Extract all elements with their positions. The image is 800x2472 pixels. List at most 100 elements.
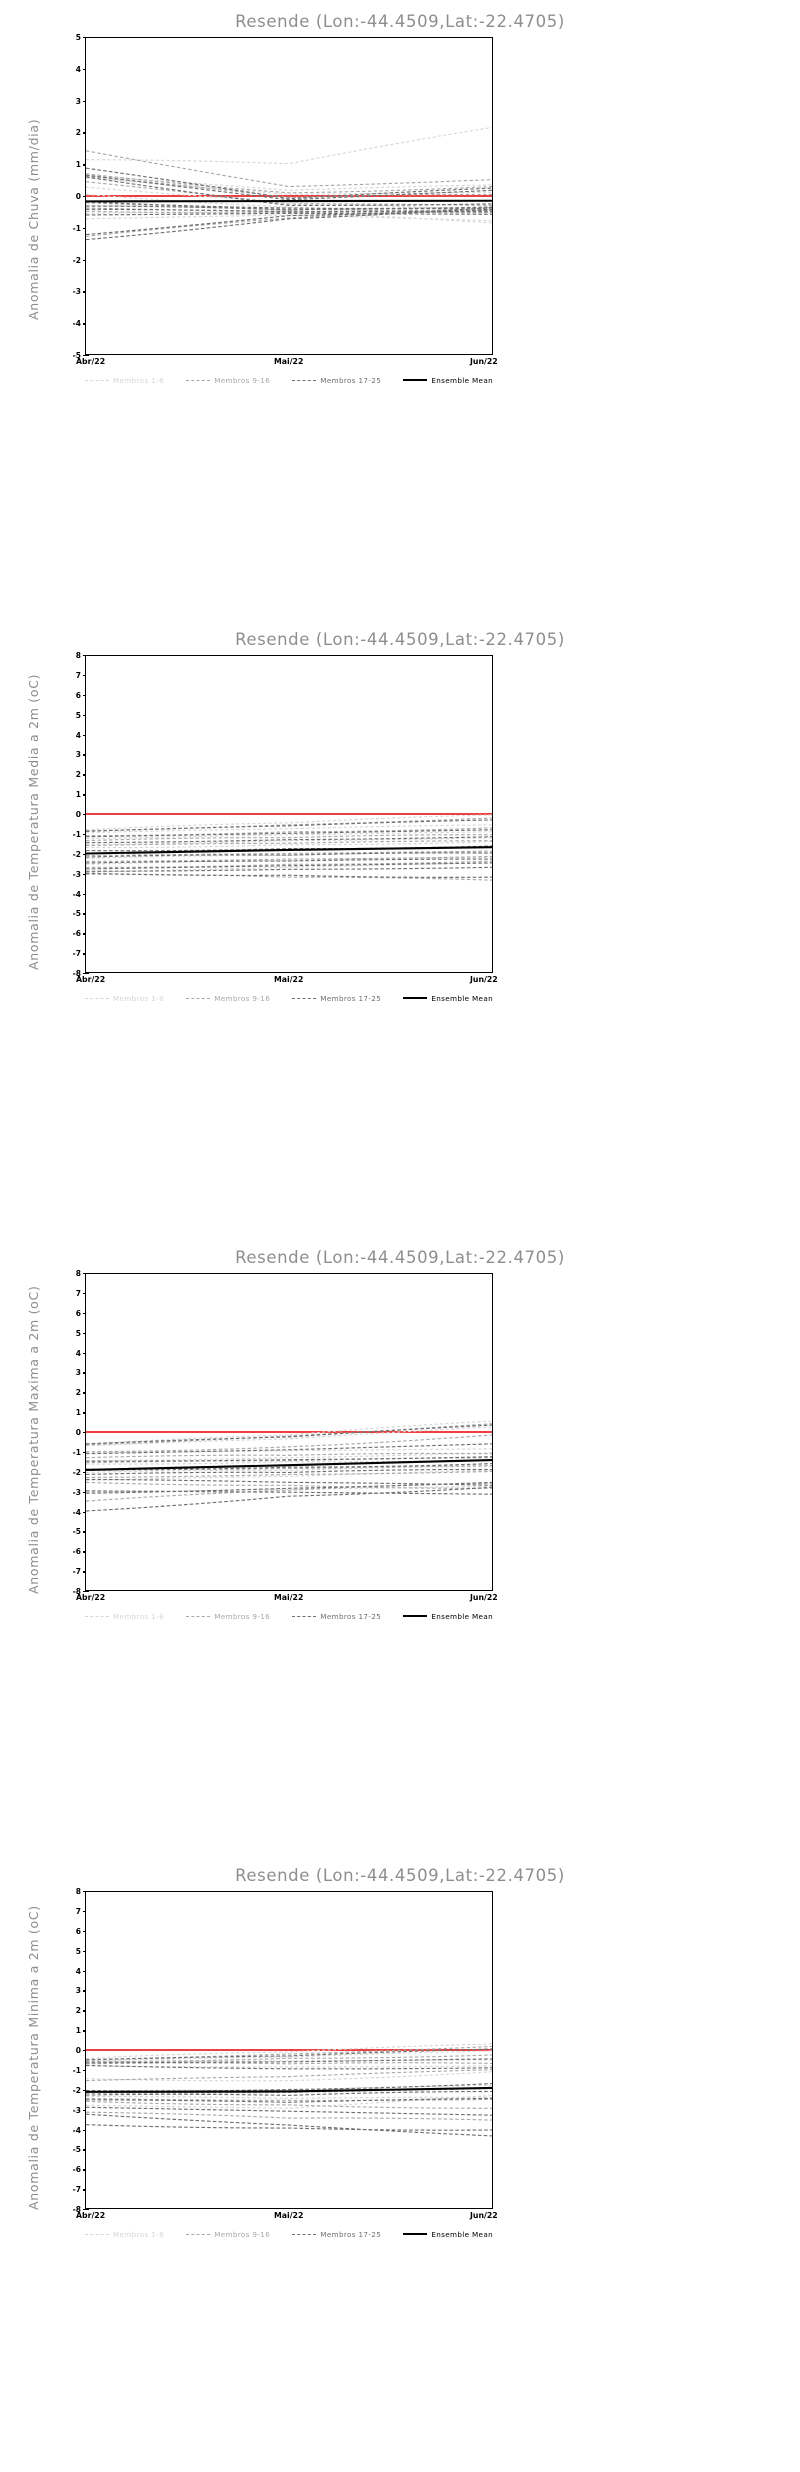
legend-item[interactable]: Membros 1-8 — [85, 994, 164, 1003]
legend-item[interactable]: Ensemble Mean — [403, 994, 493, 1003]
y-axis-label: Anomalia de Temperatura Maxima a 2m (oC) — [26, 1285, 41, 1594]
y-tick-label: -6 — [72, 1547, 81, 1557]
legend-item[interactable]: Membros 1-8 — [85, 1612, 164, 1621]
x-tick-abr: Abr/22 — [76, 357, 106, 366]
legend-item[interactable]: Ensemble Mean — [403, 1612, 493, 1621]
y-axis-ticks: 8 7 6 5 4 3 2 1 0 -1 -2 -3 -4 -5 -6 -7 -8 — [58, 1887, 89, 2214]
x-tick-mai: Mai/22 — [274, 357, 304, 366]
legend-label: Membros 9-16 — [214, 375, 271, 385]
y-tick-label: 6 — [75, 1926, 81, 1936]
legend-label: Ensemble Mean — [431, 2229, 493, 2239]
y-tick-label: 0 — [75, 1428, 81, 1437]
legend-dash-swatch — [186, 1615, 211, 1617]
x-tick-mai: Mai/22 — [274, 2211, 304, 2220]
y-tick-label: -5 — [72, 909, 81, 919]
legend-item[interactable]: Membros 9-16 — [186, 1612, 270, 1621]
y-axis-label: Anomalia de Chuva (mm/dia) — [26, 118, 41, 320]
legend-label: Membros 17-25 — [320, 375, 382, 385]
x-tick-jun: Jun/22 — [470, 357, 498, 366]
legend-item[interactable]: Membros 1-8 — [85, 2230, 164, 2239]
plot-lines — [86, 1420, 492, 1512]
y-tick-label: -5 — [72, 2145, 81, 2155]
legend-solid-swatch — [403, 997, 428, 999]
legend-label: Membros 17-25 — [320, 1611, 382, 1621]
y-tick-label: -4 — [72, 2125, 81, 2135]
plot-frame — [85, 37, 493, 355]
plot-lines — [86, 813, 492, 881]
chart-legend: Membros 1-8 Membros 9-16 Membros 17-25 Ense… — [85, 2226, 493, 2242]
legend-item[interactable]: Ensemble Mean — [403, 376, 493, 385]
y-tick-mark — [83, 973, 89, 975]
y-tick-label: -6 — [72, 2165, 81, 2175]
legend-item[interactable]: Membros 17-25 — [292, 994, 381, 1003]
x-tick-jun: Jun/22 — [470, 1593, 498, 1602]
y-tick-label: 3 — [75, 96, 81, 106]
y-tick-label: 4 — [75, 1966, 81, 1976]
legend-dash-swatch — [85, 997, 109, 999]
y-tick-label: -2 — [72, 255, 81, 265]
legend-item[interactable]: Ensemble Mean — [403, 2230, 493, 2239]
y-axis-ticks: 8 7 6 5 4 3 2 1 0 -1 -2 -3 -4 -5 -6 -7 -8 — [58, 651, 89, 978]
legend-label: Membros 9-16 — [214, 2229, 271, 2239]
legend-item[interactable]: Membros 9-16 — [186, 2230, 270, 2239]
chart-panel-temp-maxima: Resende (Lon:-44.4509,Lat:-22.4705) Anom… — [0, 1236, 800, 1854]
y-tick-label: 0 — [75, 2046, 81, 2055]
legend-solid-swatch — [403, 379, 428, 381]
legend-label: Membros 1-8 — [113, 375, 165, 385]
y-tick-label: -7 — [72, 1567, 81, 1577]
y-tick-label: -8 — [72, 969, 81, 978]
legend-item[interactable]: Membros 17-25 — [292, 1612, 381, 1621]
y-axis-label: Anomalia de Temperatura Media a 2m (oC) — [26, 673, 41, 970]
chart-legend: Membros 1-8 Membros 9-16 Membros 17-25 Ense… — [85, 1608, 493, 1624]
y-tick-label: 5 — [75, 33, 81, 42]
y-tick-label: -8 — [72, 2205, 81, 2214]
legend-dash-swatch — [85, 1615, 109, 1617]
y-tick-label: -5 — [72, 1527, 81, 1537]
plot-lines — [86, 126, 492, 241]
plot-frame — [85, 655, 493, 973]
y-tick-label: -5 — [72, 351, 81, 360]
y-tick-label: -1 — [72, 223, 81, 233]
y-tick-label: -8 — [72, 1587, 81, 1596]
legend-dash-swatch — [292, 379, 317, 381]
y-tick-label: 5 — [75, 710, 81, 720]
y-tick-label: 2 — [75, 128, 81, 138]
page-title: Resende (Lon:-44.4509,Lat:-22.4705) — [235, 1866, 565, 1885]
legend-item[interactable]: Membros 9-16 — [186, 376, 270, 385]
y-tick-label: -2 — [72, 849, 81, 859]
plot-frame — [85, 1273, 493, 1591]
legend-item[interactable]: Membros 17-25 — [292, 376, 381, 385]
legend-dash-swatch — [85, 379, 109, 381]
y-tick-label: -1 — [72, 829, 81, 839]
y-tick-label: -7 — [72, 949, 81, 959]
y-tick-label: -2 — [72, 2085, 81, 2095]
y-tick-label: 2 — [75, 2006, 81, 2016]
legend-item[interactable]: Membros 17-25 — [292, 2230, 381, 2239]
y-tick-label: -2 — [72, 1467, 81, 1477]
y-tick-label: 4 — [75, 1348, 81, 1358]
y-tick-label: 8 — [75, 651, 81, 660]
y-tick-label: -1 — [72, 2065, 81, 2075]
legend-label: Membros 9-16 — [214, 993, 271, 1003]
y-tick-label: 2 — [75, 1388, 81, 1398]
legend-item[interactable]: Membros 1-8 — [85, 376, 164, 385]
y-tick-label: 1 — [75, 790, 81, 800]
y-tick-label: -4 — [72, 319, 81, 329]
x-tick-abr: Abr/22 — [76, 1593, 106, 1602]
y-tick-label: -4 — [72, 1507, 81, 1517]
legend-solid-swatch — [403, 2233, 428, 2235]
chart-legend: Membros 1-8 Membros 9-16 Membros 17-25 Ense… — [85, 372, 493, 388]
y-tick-label: 2 — [75, 770, 81, 780]
x-tick-jun: Jun/22 — [470, 2211, 498, 2220]
y-tick-label: -3 — [72, 869, 81, 879]
plot-frame — [85, 1891, 493, 2209]
legend-solid-swatch — [403, 1615, 428, 1617]
y-tick-label: 8 — [75, 1269, 81, 1278]
legend-label: Membros 17-25 — [320, 2229, 382, 2239]
y-tick-label: 3 — [75, 1368, 81, 1378]
legend-label: Ensemble Mean — [431, 375, 493, 385]
legend-label: Membros 17-25 — [320, 993, 382, 1003]
legend-label: Membros 9-16 — [214, 1611, 271, 1621]
legend-item[interactable]: Membros 9-16 — [186, 994, 270, 1003]
legend-dash-swatch — [85, 2233, 109, 2235]
